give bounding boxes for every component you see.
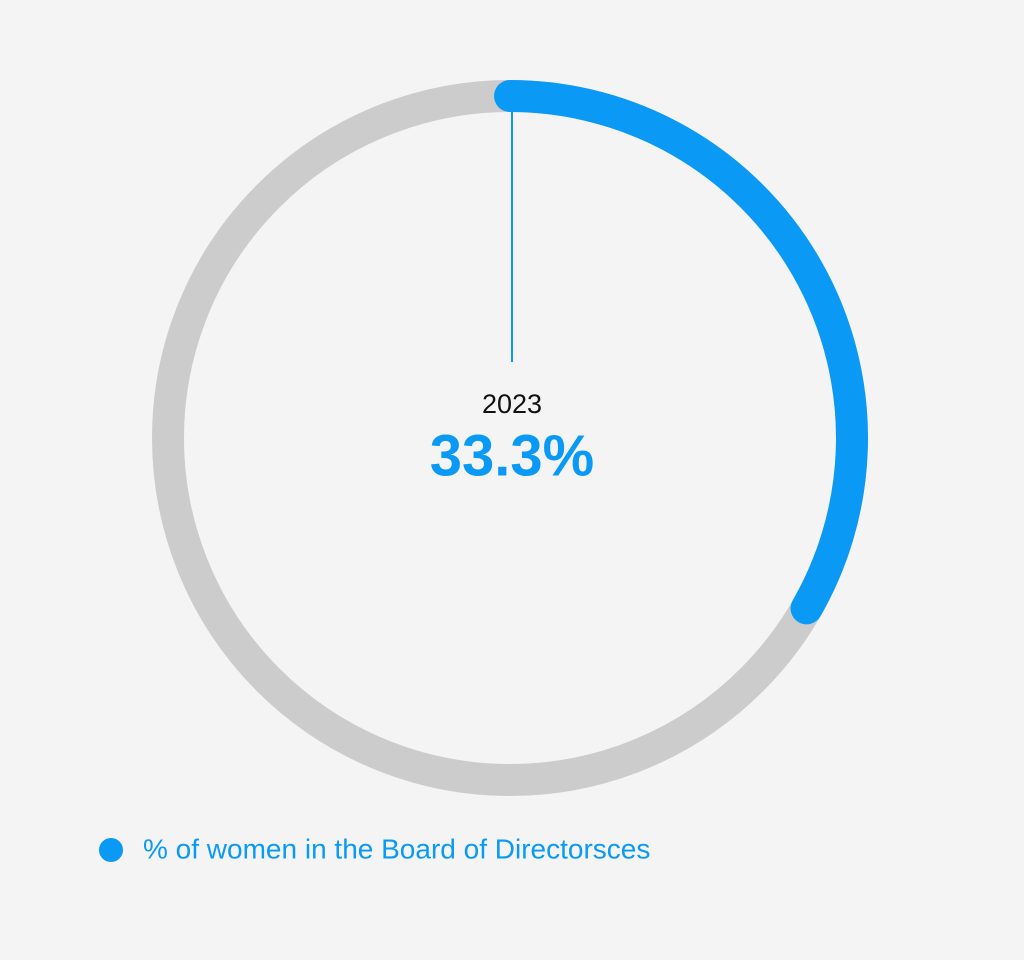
gauge-arc — [494, 80, 868, 625]
category-label: 2023 — [482, 389, 542, 419]
value-label: 33.3% — [430, 423, 594, 488]
legend-label: % of women in the Board of Directorsces — [143, 833, 650, 864]
legend-marker — [99, 838, 123, 862]
